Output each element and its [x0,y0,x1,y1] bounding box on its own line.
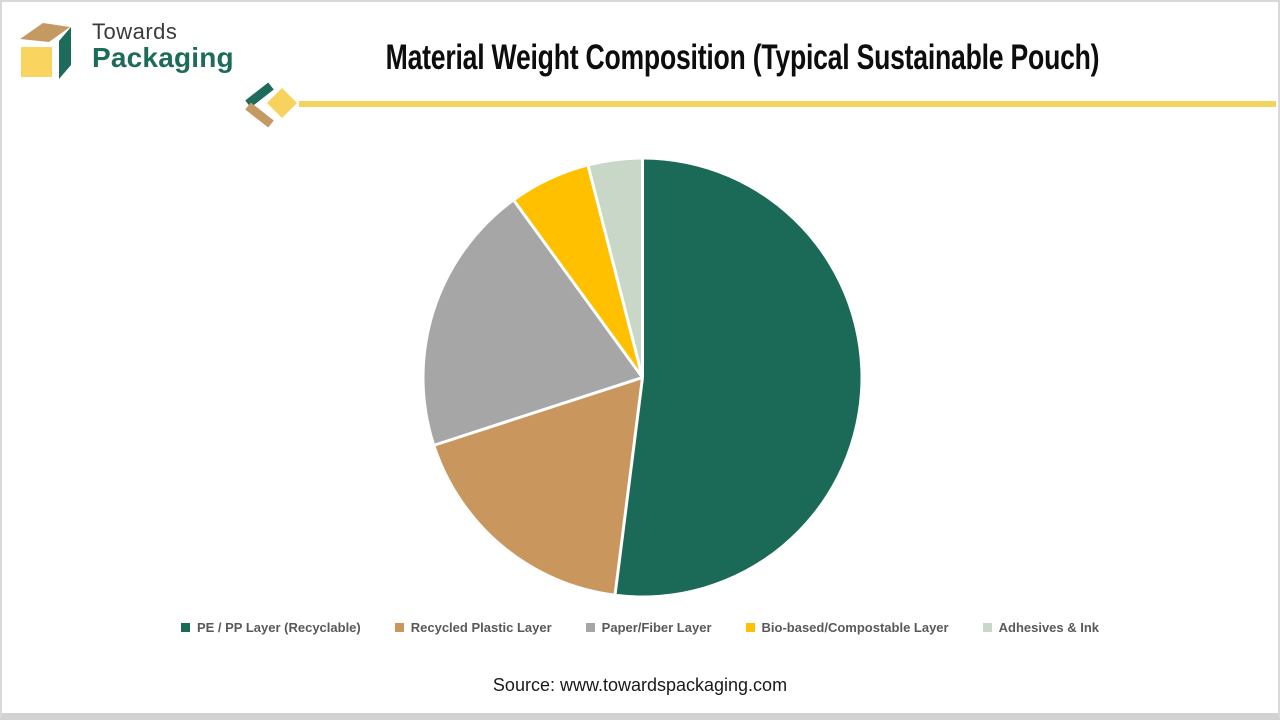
brand-box-icon [20,23,71,79]
slice-separator [613,377,644,594]
chart-legend: PE / PP Layer (Recyclable) Recycled Plast… [2,620,1278,635]
pie-slice-1[interactable] [615,159,861,596]
legend-item[interactable]: PE / PP Layer (Recyclable) [180,620,361,635]
legend-label: Recycled Plastic Layer [410,620,552,635]
pie-slice-4[interactable] [514,166,643,378]
legend-item[interactable]: Paper/Fiber Layer [585,620,712,635]
brand-logo: Towards Packaging [14,12,234,82]
legend-label: Bio-based/Compostable Layer [761,620,949,635]
accent-chevron-icon [245,82,297,128]
legend-swatch [394,623,404,632]
chart-title: Material Weight Composition (Typical Sus… [385,38,1100,77]
pie-chart [422,157,863,598]
legend-item[interactable]: Bio-based/Compostable Layer [745,620,949,635]
accent-line [299,101,1276,107]
legend-swatch [585,623,595,632]
slice-separator [434,376,643,447]
brand-name-packaging: Packaging [92,42,234,74]
legend-label: PE / PP Layer (Recyclable) [196,620,361,635]
legend-swatch [745,623,755,632]
legend-swatch [982,623,992,632]
pie-slice-2[interactable] [435,377,643,594]
legend-label: Paper/Fiber Layer [601,620,712,635]
legend-swatch [180,623,190,632]
pie-slice-3[interactable] [424,201,643,445]
legend-label: Adhesives & Ink [998,620,1100,635]
brand-name-towards: Towards [92,19,178,44]
brand-name: Towards Packaging [92,19,234,74]
source-text: Source: www.towardspackaging.com [492,675,788,695]
legend-item[interactable]: Adhesives & Ink [982,620,1100,635]
legend-item[interactable]: Recycled Plastic Layer [394,620,552,635]
slice-separator [586,165,644,378]
slice-separator [513,200,644,379]
pie-chart-svg [424,159,861,596]
